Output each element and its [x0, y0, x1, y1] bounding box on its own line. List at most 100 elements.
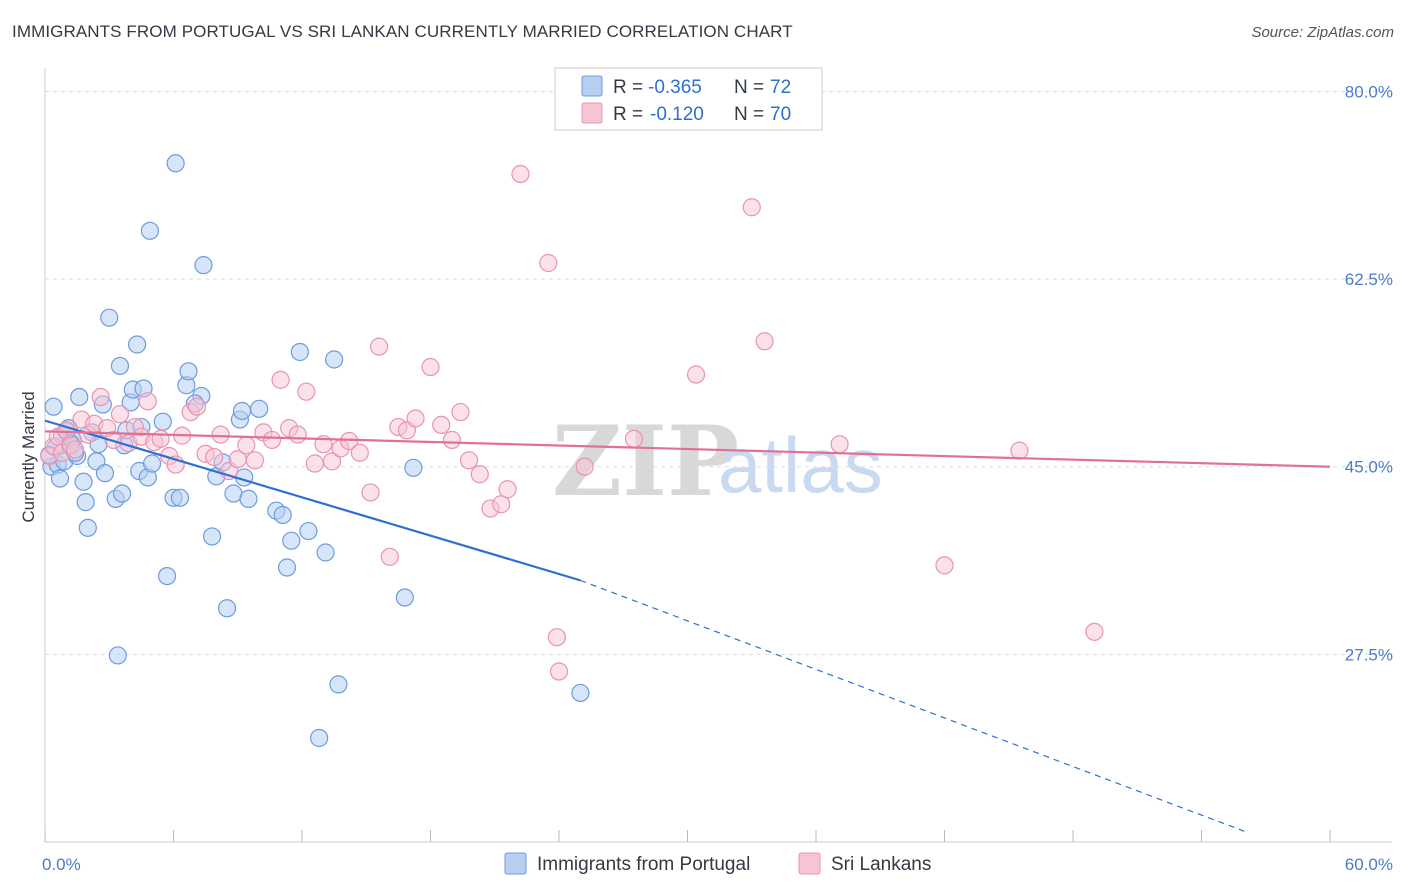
data-point-portugal [74, 472, 93, 491]
data-point-portugal [153, 412, 172, 431]
data-point-srilankan [511, 164, 530, 184]
data-point-srilankan [380, 547, 399, 566]
legend-n-label-0: N = [734, 77, 764, 98]
legend-swatch-portugal [581, 75, 603, 97]
data-point-portugal [277, 558, 297, 577]
data-point-srilankan [549, 662, 569, 681]
data-point-portugal [316, 543, 335, 562]
data-point-portugal [140, 221, 160, 240]
data-point-srilankan [406, 409, 425, 428]
data-point-portugal [194, 256, 213, 275]
trend-line-portugal-extension [580, 579, 1245, 832]
data-point-srilankan [539, 253, 558, 273]
data-point-srilankan [350, 443, 369, 462]
trend-line-portugal [44, 419, 581, 582]
data-point-srilankan [288, 425, 307, 444]
data-point-portugal [282, 531, 301, 550]
data-point-srilankan [370, 337, 389, 356]
series-srilankan-points [40, 164, 1104, 681]
data-point-srilankan [470, 465, 489, 484]
bottom-legend-swatch-portugal [504, 852, 527, 875]
data-point-portugal [50, 469, 70, 488]
data-point-srilankan [138, 392, 157, 411]
bottom-legend: Immigrants from Portugal Sri Lankans [504, 852, 931, 875]
data-point-srilankan [742, 198, 761, 217]
x-tick-label-min: 0.0% [42, 855, 81, 874]
legend-n-label-1: N = [734, 104, 764, 125]
data-point-srilankan [245, 451, 264, 470]
y-tick-labels: 27.5% 45.0% 62.5% 80.0% [1345, 82, 1393, 664]
bottom-legend-label-srilankan: Sri Lankans [831, 854, 931, 875]
data-point-srilankan [322, 452, 342, 471]
data-point-srilankan [421, 357, 440, 377]
y-tick-label: 45.0% [1345, 458, 1393, 477]
legend-r-label-1: R = [613, 104, 643, 125]
x-tick-label-max: 60.0% [1345, 855, 1393, 874]
y-tick-label: 80.0% [1345, 82, 1393, 101]
legend: R = -0.365 N = 72 R = -0.120 N = 70 [554, 67, 823, 131]
legend-swatch-srilankan [581, 102, 603, 124]
data-point-portugal [395, 588, 414, 607]
data-point-srilankan [459, 451, 479, 470]
y-axis-label: Currently Married [19, 391, 38, 522]
data-point-portugal [571, 683, 590, 703]
data-point-srilankan [305, 454, 324, 473]
data-point-srilankan [110, 405, 130, 424]
data-point-portugal [329, 675, 348, 694]
legend-n-value-0: 72 [770, 77, 791, 98]
data-point-srilankan [935, 556, 954, 575]
data-point-srilankan [451, 402, 470, 422]
data-point-srilankan [686, 365, 706, 384]
data-point-srilankan [91, 387, 110, 407]
data-point-srilankan [361, 483, 380, 502]
legend-r-label-0: R = [613, 77, 643, 98]
data-point-srilankan [432, 415, 451, 435]
data-point-portugal [273, 505, 292, 525]
watermark-atlas: atlas [718, 421, 883, 509]
data-point-portugal [299, 521, 318, 541]
data-point-srilankan [297, 382, 316, 401]
data-point-srilankan [575, 457, 594, 476]
data-point-srilankan [205, 447, 224, 467]
data-point-portugal [76, 493, 95, 512]
data-point-srilankan [492, 495, 511, 514]
data-point-portugal [127, 335, 147, 354]
data-point-portugal [100, 308, 119, 327]
data-point-portugal [290, 342, 309, 362]
data-point-srilankan [151, 429, 170, 448]
data-point-portugal [44, 397, 63, 416]
data-point-srilankan [211, 425, 230, 444]
data-point-portugal [70, 387, 89, 407]
trend-line-srilankan [44, 430, 1331, 468]
data-point-portugal [78, 518, 97, 537]
bottom-legend-swatch-srilankan [798, 852, 821, 875]
data-point-portugal [179, 362, 198, 381]
data-point-srilankan [1085, 622, 1104, 641]
source-label: Source: ZipAtlas.com [1251, 24, 1394, 41]
data-point-srilankan [498, 480, 517, 499]
data-point-portugal [112, 484, 132, 503]
data-point-srilankan [271, 370, 290, 389]
grid-lines [45, 90, 1392, 655]
data-point-srilankan [442, 430, 462, 450]
data-point-portugal [170, 488, 190, 507]
data-point-portugal [310, 728, 329, 748]
series-portugal-points [40, 154, 590, 748]
data-point-portugal [142, 454, 162, 473]
data-point-srilankan [237, 436, 256, 455]
data-point-srilankan [830, 435, 849, 454]
bottom-legend-label-portugal: Immigrants from Portugal [537, 854, 750, 875]
data-point-portugal [239, 489, 258, 508]
data-point-srilankan [1010, 441, 1029, 460]
data-point-portugal [250, 399, 269, 418]
y-tick-label: 62.5% [1345, 270, 1393, 289]
data-point-portugal [166, 154, 185, 173]
data-point-portugal [232, 401, 252, 421]
data-point-portugal [157, 566, 177, 586]
data-point-portugal [404, 458, 423, 477]
data-point-srilankan [755, 332, 774, 351]
legend-r-value-0: -0.365 [648, 77, 702, 98]
data-point-portugal [325, 350, 344, 369]
legend-r-value-1: -0.120 [650, 104, 704, 125]
